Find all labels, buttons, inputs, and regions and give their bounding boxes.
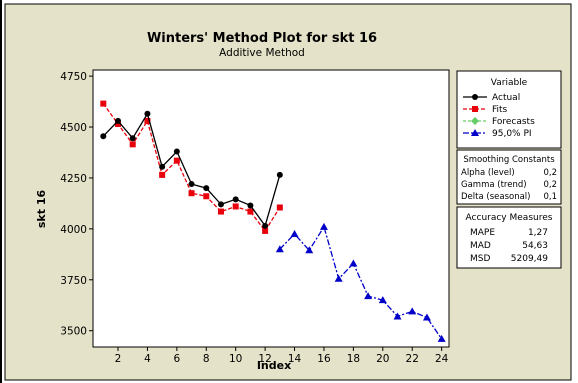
accuracy-value-mad: 54,63 [522, 241, 548, 251]
x-tick-label: 14 [288, 353, 302, 365]
smoothing-label-alpha: Alpha (level) [461, 168, 515, 178]
data-point-fits [144, 117, 151, 124]
x-tick-label: 6 [174, 353, 181, 365]
chart-title: Winters' Method Plot for skt 16 [147, 31, 377, 46]
legend: Variable Actual Fits Forecasts 95,0% PI [456, 70, 562, 149]
x-tick-label: 24 [435, 353, 449, 365]
x-tick-label: 12 [258, 353, 271, 365]
legend-entry-actual: Actual [492, 93, 520, 103]
smoothing-value-gamma: 0,2 [543, 180, 557, 190]
x-axis: 2 4 6 8 10 12 14 16 18 20 22 24 [115, 347, 449, 365]
data-point-pi [334, 274, 343, 282]
accuracy-title: Accuracy Measures [466, 213, 553, 223]
data-point-actual [262, 222, 269, 229]
y-tick-label: 4000 [60, 224, 87, 236]
legend-fits-marker [472, 106, 478, 112]
data-point-actual [217, 201, 224, 208]
data-point-actual [144, 110, 151, 117]
smoothing-label-gamma: Gamma (trend) [461, 180, 527, 190]
legend-entry-pi: 95,0% PI [492, 129, 532, 139]
data-point-fits [276, 204, 283, 211]
data-point-actual [203, 185, 210, 192]
y-axis: 3500 3750 4000 4250 4500 4750 [60, 71, 93, 338]
legend-actual-marker [472, 94, 478, 100]
data-point-actual [276, 171, 283, 178]
x-tick-label: 10 [229, 353, 242, 365]
plot-area [92, 69, 450, 348]
data-point-fits [188, 190, 195, 197]
accuracy-label-mad: MAD [470, 241, 491, 251]
data-point-fits [262, 227, 269, 234]
data-point-actual [129, 135, 136, 142]
smoothing-box [456, 149, 562, 205]
data-point-pi [364, 292, 373, 300]
legend-title: Variable [491, 78, 528, 88]
chart-subtitle: Additive Method [219, 47, 305, 59]
data-point-pi [319, 222, 328, 230]
data-point-fits [217, 208, 224, 215]
smoothing-label-delta: Delta (seasonal) [461, 192, 530, 202]
data-point-pi [408, 307, 417, 315]
data-point-pi [378, 296, 387, 304]
data-point-pi [275, 245, 284, 253]
accuracy-label-mape: MAPE [470, 228, 495, 238]
data-point-actual [188, 181, 195, 188]
accuracy-measures: Accuracy Measures MAPE 1,27 MAD 54,63 MS… [456, 206, 562, 269]
x-tick-label: 16 [317, 353, 331, 365]
legend-entry-fits: Fits [492, 105, 508, 115]
data-point-fits [173, 157, 180, 164]
smoothing-constants: Smoothing Constants Alpha (level) 0,2 Ga… [456, 149, 562, 205]
data-point-fits [232, 203, 239, 210]
window-left-edge [0, 0, 2, 383]
data-point-actual [100, 133, 107, 140]
accuracy-box [456, 206, 562, 269]
smoothing-value-alpha: 0,2 [543, 168, 557, 178]
data-point-actual [115, 117, 122, 124]
data-point-actual [159, 163, 166, 170]
x-axis-label: Index [257, 359, 291, 372]
y-tick-label: 4750 [60, 71, 87, 83]
x-tick-label: 22 [406, 353, 419, 365]
accuracy-label-msd: MSD [470, 254, 490, 264]
data-point-fits [100, 100, 107, 107]
data-point-fits [159, 171, 166, 178]
accuracy-value-msd: 5209,49 [511, 254, 548, 264]
data-point-pi [349, 259, 358, 267]
y-tick-label: 4500 [60, 122, 87, 134]
data-point-fits [247, 208, 254, 215]
legend-entry-forecasts: Forecasts [492, 117, 535, 127]
data-point-pi [393, 312, 402, 320]
x-tick-label: 18 [347, 353, 360, 365]
smoothing-value-delta: 0,1 [543, 192, 557, 202]
accuracy-value-mape: 1,27 [528, 228, 548, 238]
data-point-actual [173, 148, 180, 155]
data-point-fits [129, 141, 136, 148]
smoothing-title: Smoothing Constants [463, 155, 555, 165]
data-point-pi [437, 334, 446, 342]
y-tick-label: 3500 [60, 326, 87, 338]
x-tick-label: 2 [115, 353, 122, 365]
data-point-pi [305, 246, 314, 254]
legend-pi-marker [471, 129, 479, 136]
data-point-actual [232, 196, 239, 203]
legend-forecasts-marker [471, 117, 479, 125]
data-point-fits [115, 120, 122, 127]
data-point-pi [422, 313, 431, 321]
x-tick-label: 4 [144, 353, 151, 365]
x-tick-label: 8 [203, 353, 210, 365]
data-point-fits [203, 193, 210, 200]
series-layer [100, 100, 446, 342]
y-axis-label: skt 16 [35, 190, 48, 229]
data-point-actual [247, 202, 254, 209]
data-point-pi [290, 229, 299, 237]
x-tick-label: 20 [376, 353, 389, 365]
y-tick-label: 3750 [60, 275, 87, 287]
y-tick-label: 4250 [60, 173, 87, 185]
